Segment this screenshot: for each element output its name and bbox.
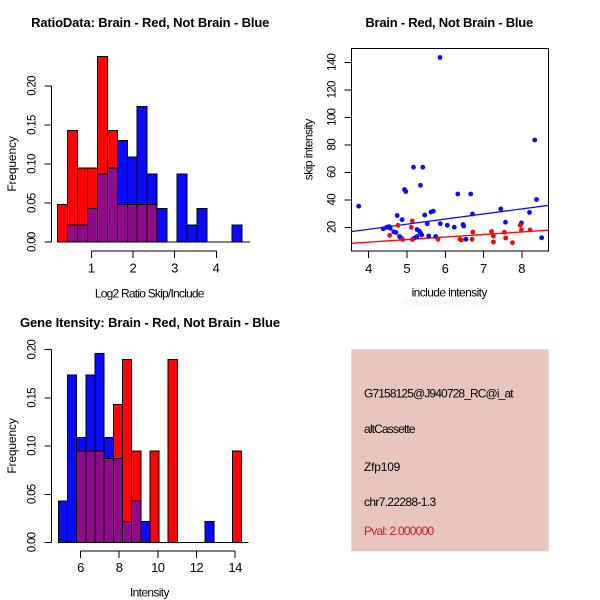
svg-text:4: 4: [213, 261, 220, 276]
svg-text:Zfp109: Zfp109: [364, 460, 401, 474]
svg-text:8: 8: [116, 560, 123, 575]
svg-text:80: 80: [327, 139, 339, 151]
svg-text:0.05: 0.05: [26, 484, 38, 504]
svg-text:6: 6: [77, 560, 84, 575]
svg-text:100: 100: [327, 108, 339, 125]
svg-text:3: 3: [171, 261, 178, 276]
svg-text:0.00: 0.00: [26, 532, 38, 552]
svg-text:Log2 Ratio Skip/Include: Log2 Ratio Skip/Include: [95, 287, 205, 301]
svg-text:G7158125@J940728_RC@i_at: G7158125@J940728_RC@i_at: [364, 387, 514, 401]
svg-text:altCassette: altCassette: [364, 422, 416, 436]
svg-text:0.00: 0.00: [26, 232, 38, 252]
svg-text:0.15: 0.15: [26, 115, 38, 135]
svg-text:chr7.22288-1.3: chr7.22288-1.3: [364, 495, 436, 509]
svg-text:0.20: 0.20: [26, 76, 38, 96]
svg-text:20: 20: [327, 221, 339, 233]
svg-text:4: 4: [365, 261, 372, 276]
svg-text:5: 5: [403, 261, 410, 276]
svg-text:6: 6: [442, 261, 449, 276]
svg-text:14: 14: [228, 560, 242, 575]
svg-text:120: 120: [327, 81, 339, 98]
svg-text:Intensity: Intensity: [130, 585, 169, 599]
svg-text:RatioData: Brain - Red, Not Br: RatioData: Brain - Red, Not Brain - Blue: [31, 15, 269, 30]
svg-text:0.10: 0.10: [26, 436, 38, 456]
svg-text:G7158125@J940728_RC@i_at: G7158125@J940728_RC@i_at: [403, 300, 488, 307]
svg-text:Frequency: Frequency: [5, 418, 19, 473]
svg-text:1: 1: [88, 261, 95, 276]
svg-text:include intensity: include intensity: [412, 286, 488, 300]
svg-text:Brain - Red, Not Brain - Blue: Brain - Red, Not Brain - Blue: [365, 15, 533, 30]
svg-text:0.20: 0.20: [26, 340, 38, 360]
svg-text:8: 8: [518, 261, 525, 276]
svg-text:Gene Itensity: Brain - Red, No: Gene Itensity: Brain - Red, Not Brain - …: [20, 315, 280, 330]
svg-text:Pval: 2.000000: Pval: 2.000000: [364, 524, 435, 538]
svg-text:2: 2: [129, 261, 136, 276]
svg-text:140: 140: [327, 53, 339, 70]
svg-text:Frequency: Frequency: [5, 136, 19, 191]
svg-text:10: 10: [151, 560, 165, 575]
svg-text:60: 60: [327, 166, 339, 178]
svg-text:7: 7: [480, 261, 487, 276]
svg-text:skip intensity: skip intensity: [302, 119, 316, 181]
svg-text:40: 40: [327, 194, 339, 206]
svg-text:0.10: 0.10: [26, 154, 38, 174]
svg-text:12: 12: [190, 560, 204, 575]
svg-text:0.15: 0.15: [26, 388, 38, 408]
svg-text:0.05: 0.05: [26, 193, 38, 213]
